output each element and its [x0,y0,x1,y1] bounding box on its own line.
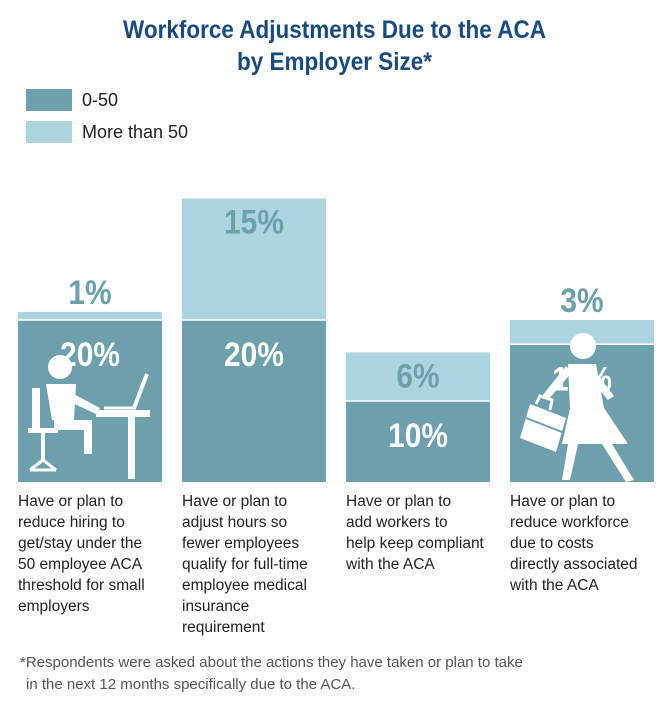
chart-title-line2: by Employer Size* [236,48,433,76]
legend-swatch-0-50 [26,89,72,111]
data-label-more-than-50-3: 6% [396,357,439,395]
person-with-briefcase-icon [520,333,634,482]
category-label-2: Have or plan to adjust hours so fewer empl… [182,493,308,636]
footnote-line2: in the next 12 months specifically due t… [26,676,356,693]
category-label-4: Have or plan to reduce workforce due to co… [509,493,638,594]
chart-title-line1: Workforce Adjustments Due to the ACA [123,16,546,44]
category-label-1: Have or plan to reduce hiring to get/stay … [18,493,145,615]
legend-swatch-more-than-50 [26,121,72,143]
chart-title: Workforce Adjustments Due to the ACA by … [33,14,635,78]
bar-more-than-50-2 [182,198,326,320]
bar-more-than-50-3 [346,352,490,401]
data-label-0-50-3: 10% [388,416,448,454]
legend-item-more-than-50: More than 50 [26,116,188,148]
legend-label-0-50: 0-50 [82,89,119,110]
bar-0-50-3 [346,401,490,482]
legend: 0-50 More than 50 [26,84,188,148]
category-label-3: Have or plan to add workers to help keep c… [345,493,485,573]
bar-0-50-2 [182,320,326,482]
footnote-line1: *Respondents were asked about the action… [20,654,523,671]
office-worker-icon [28,355,150,479]
data-label-more-than-50-1: 1% [68,273,111,311]
legend-label-more-than-50: More than 50 [82,121,189,142]
data-label-more-than-50-4: 3% [560,281,603,319]
data-label-more-than-50-2: 15% [224,203,284,241]
footnote: *Respondents were asked about the action… [20,652,523,696]
bar-more-than-50-1 [18,311,162,320]
data-label-0-50-2: 20% [224,335,284,373]
legend-item-0-50: 0-50 [26,84,188,116]
